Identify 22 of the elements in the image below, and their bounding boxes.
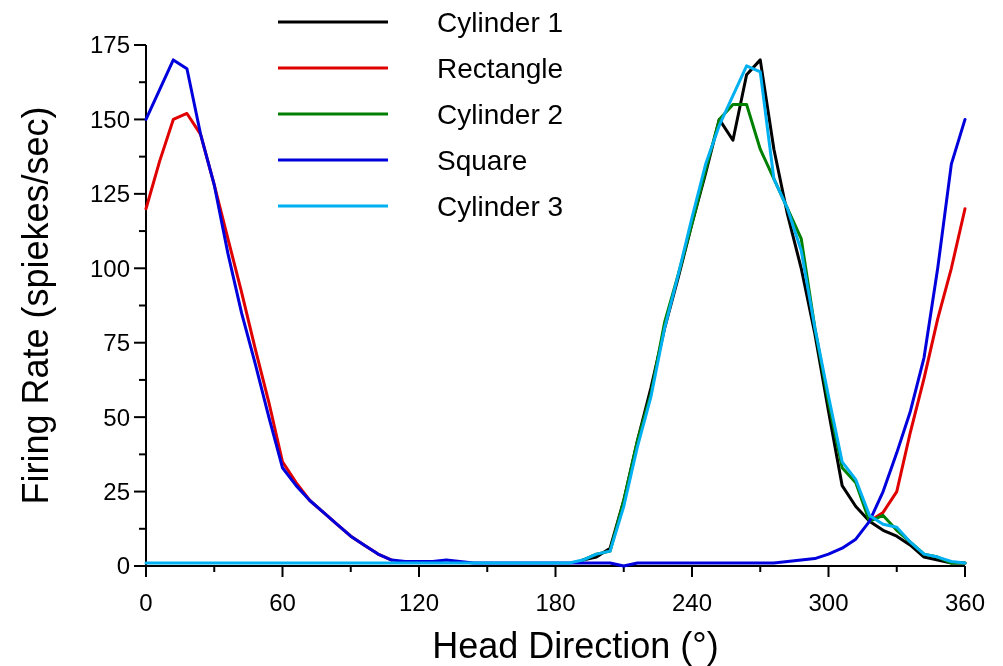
legend-label: Rectangle [437, 52, 564, 84]
y-tick-label: 25 [103, 477, 130, 505]
y-tick-label: 0 [116, 552, 130, 580]
y-axis-title: Firing Rate (spiekes/sec) [15, 106, 56, 505]
y-tick-label: 150 [89, 105, 130, 133]
x-tick-label: 180 [535, 589, 576, 616]
x-tick-label: 300 [808, 589, 849, 616]
legend-label: Cylinder 1 [437, 6, 564, 38]
y-tick-label: 100 [89, 254, 130, 282]
x-tick-label: 120 [398, 589, 440, 616]
legend-label: Cylinder 2 [437, 98, 564, 130]
y-tick-label: 125 [89, 180, 130, 208]
x-tick-label: 60 [269, 589, 296, 616]
legend-label: Cylinder 3 [437, 190, 564, 222]
x-axis-title: Head Direction (°) [432, 625, 719, 666]
legend-label: Square [437, 144, 528, 176]
y-tick-label: 175 [89, 31, 130, 59]
x-tick-label: 360 [944, 589, 986, 616]
x-tick-label: 240 [671, 589, 713, 616]
y-tick-label: 50 [103, 403, 130, 431]
y-tick-label: 75 [103, 329, 130, 357]
x-tick-label: 0 [139, 589, 153, 616]
